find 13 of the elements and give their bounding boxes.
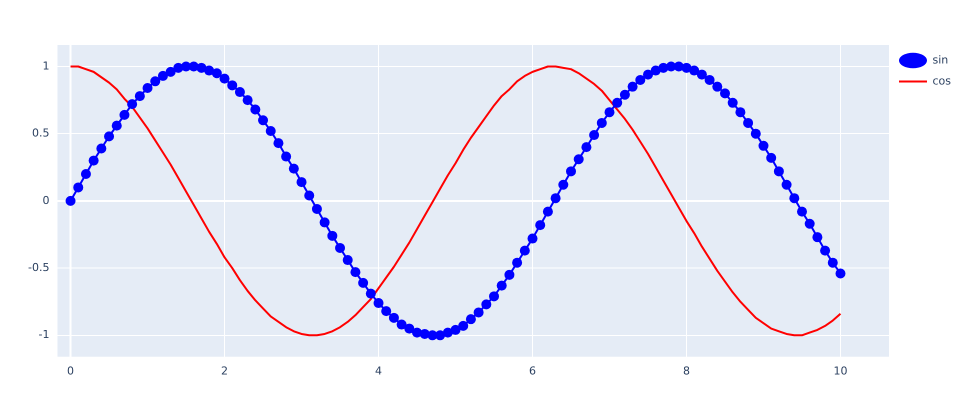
- y-tick-label: -0.5: [28, 260, 50, 274]
- y-tick-label: 1: [42, 59, 50, 72]
- y-tick-label: 0.5: [32, 126, 50, 140]
- x-tick-label: 2: [221, 364, 228, 378]
- y-tick-label: 0: [42, 194, 50, 207]
- x-tick-label: 10: [833, 364, 848, 378]
- x-tick-label: 6: [529, 364, 536, 378]
- x-tick-label: 0: [67, 364, 74, 378]
- x-tick-label: 8: [683, 364, 690, 378]
- legend-label: cos: [932, 74, 952, 88]
- x-tick-label: 4: [375, 364, 382, 378]
- y-tick-label: -1: [38, 328, 50, 342]
- legend-label: sin: [932, 53, 948, 66]
